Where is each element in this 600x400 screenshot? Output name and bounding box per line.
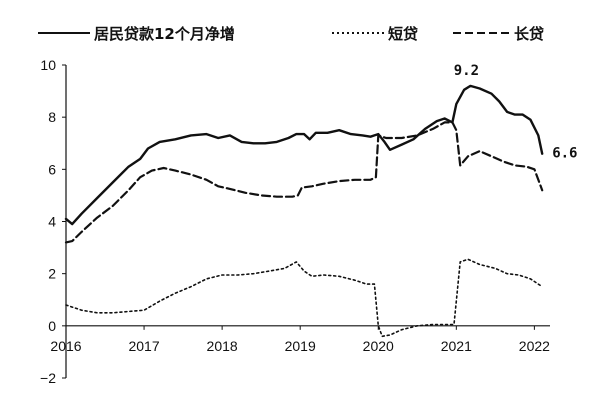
x-tick-label: 2017: [128, 338, 159, 354]
y-tick-label: 0: [48, 318, 56, 334]
series-line-dashed: [64, 121, 544, 244]
annotation-label: 9.2: [454, 63, 479, 79]
annotation-label: 6.6: [552, 146, 577, 162]
series-line-dotted: [65, 258, 543, 338]
y-tick-label: −2: [40, 370, 56, 386]
legend-label-short: 短贷: [388, 25, 418, 43]
y-tick-label: 10: [40, 57, 56, 73]
x-tick-label: 2019: [285, 338, 316, 354]
x-tick-label: 2021: [441, 338, 472, 354]
legend-label-long: 长贷: [514, 25, 544, 43]
legend-label-total: 居民贷款12个月净增: [94, 25, 235, 43]
series-layer: [64, 84, 544, 338]
legend: 居民贷款12个月净增 短贷 长贷: [38, 25, 544, 43]
y-tick-label: 4: [48, 214, 56, 230]
x-tick-label: 2020: [363, 338, 394, 354]
y-tick-label: 6: [48, 161, 56, 177]
y-tick-label: 8: [48, 109, 56, 125]
x-tick-label: 2018: [207, 338, 238, 354]
y-tick-label: 2: [48, 266, 56, 282]
series-line-solid: [64, 84, 544, 226]
axes: 10 8 6 4 2 0 −2 2016 2017 2018 2019 2020 2021 2022: [40, 57, 550, 386]
annotation-layer: 9.2 6.6: [454, 63, 578, 162]
x-tick-label: 2022: [519, 338, 550, 354]
x-tick-label: 2016: [50, 338, 81, 354]
